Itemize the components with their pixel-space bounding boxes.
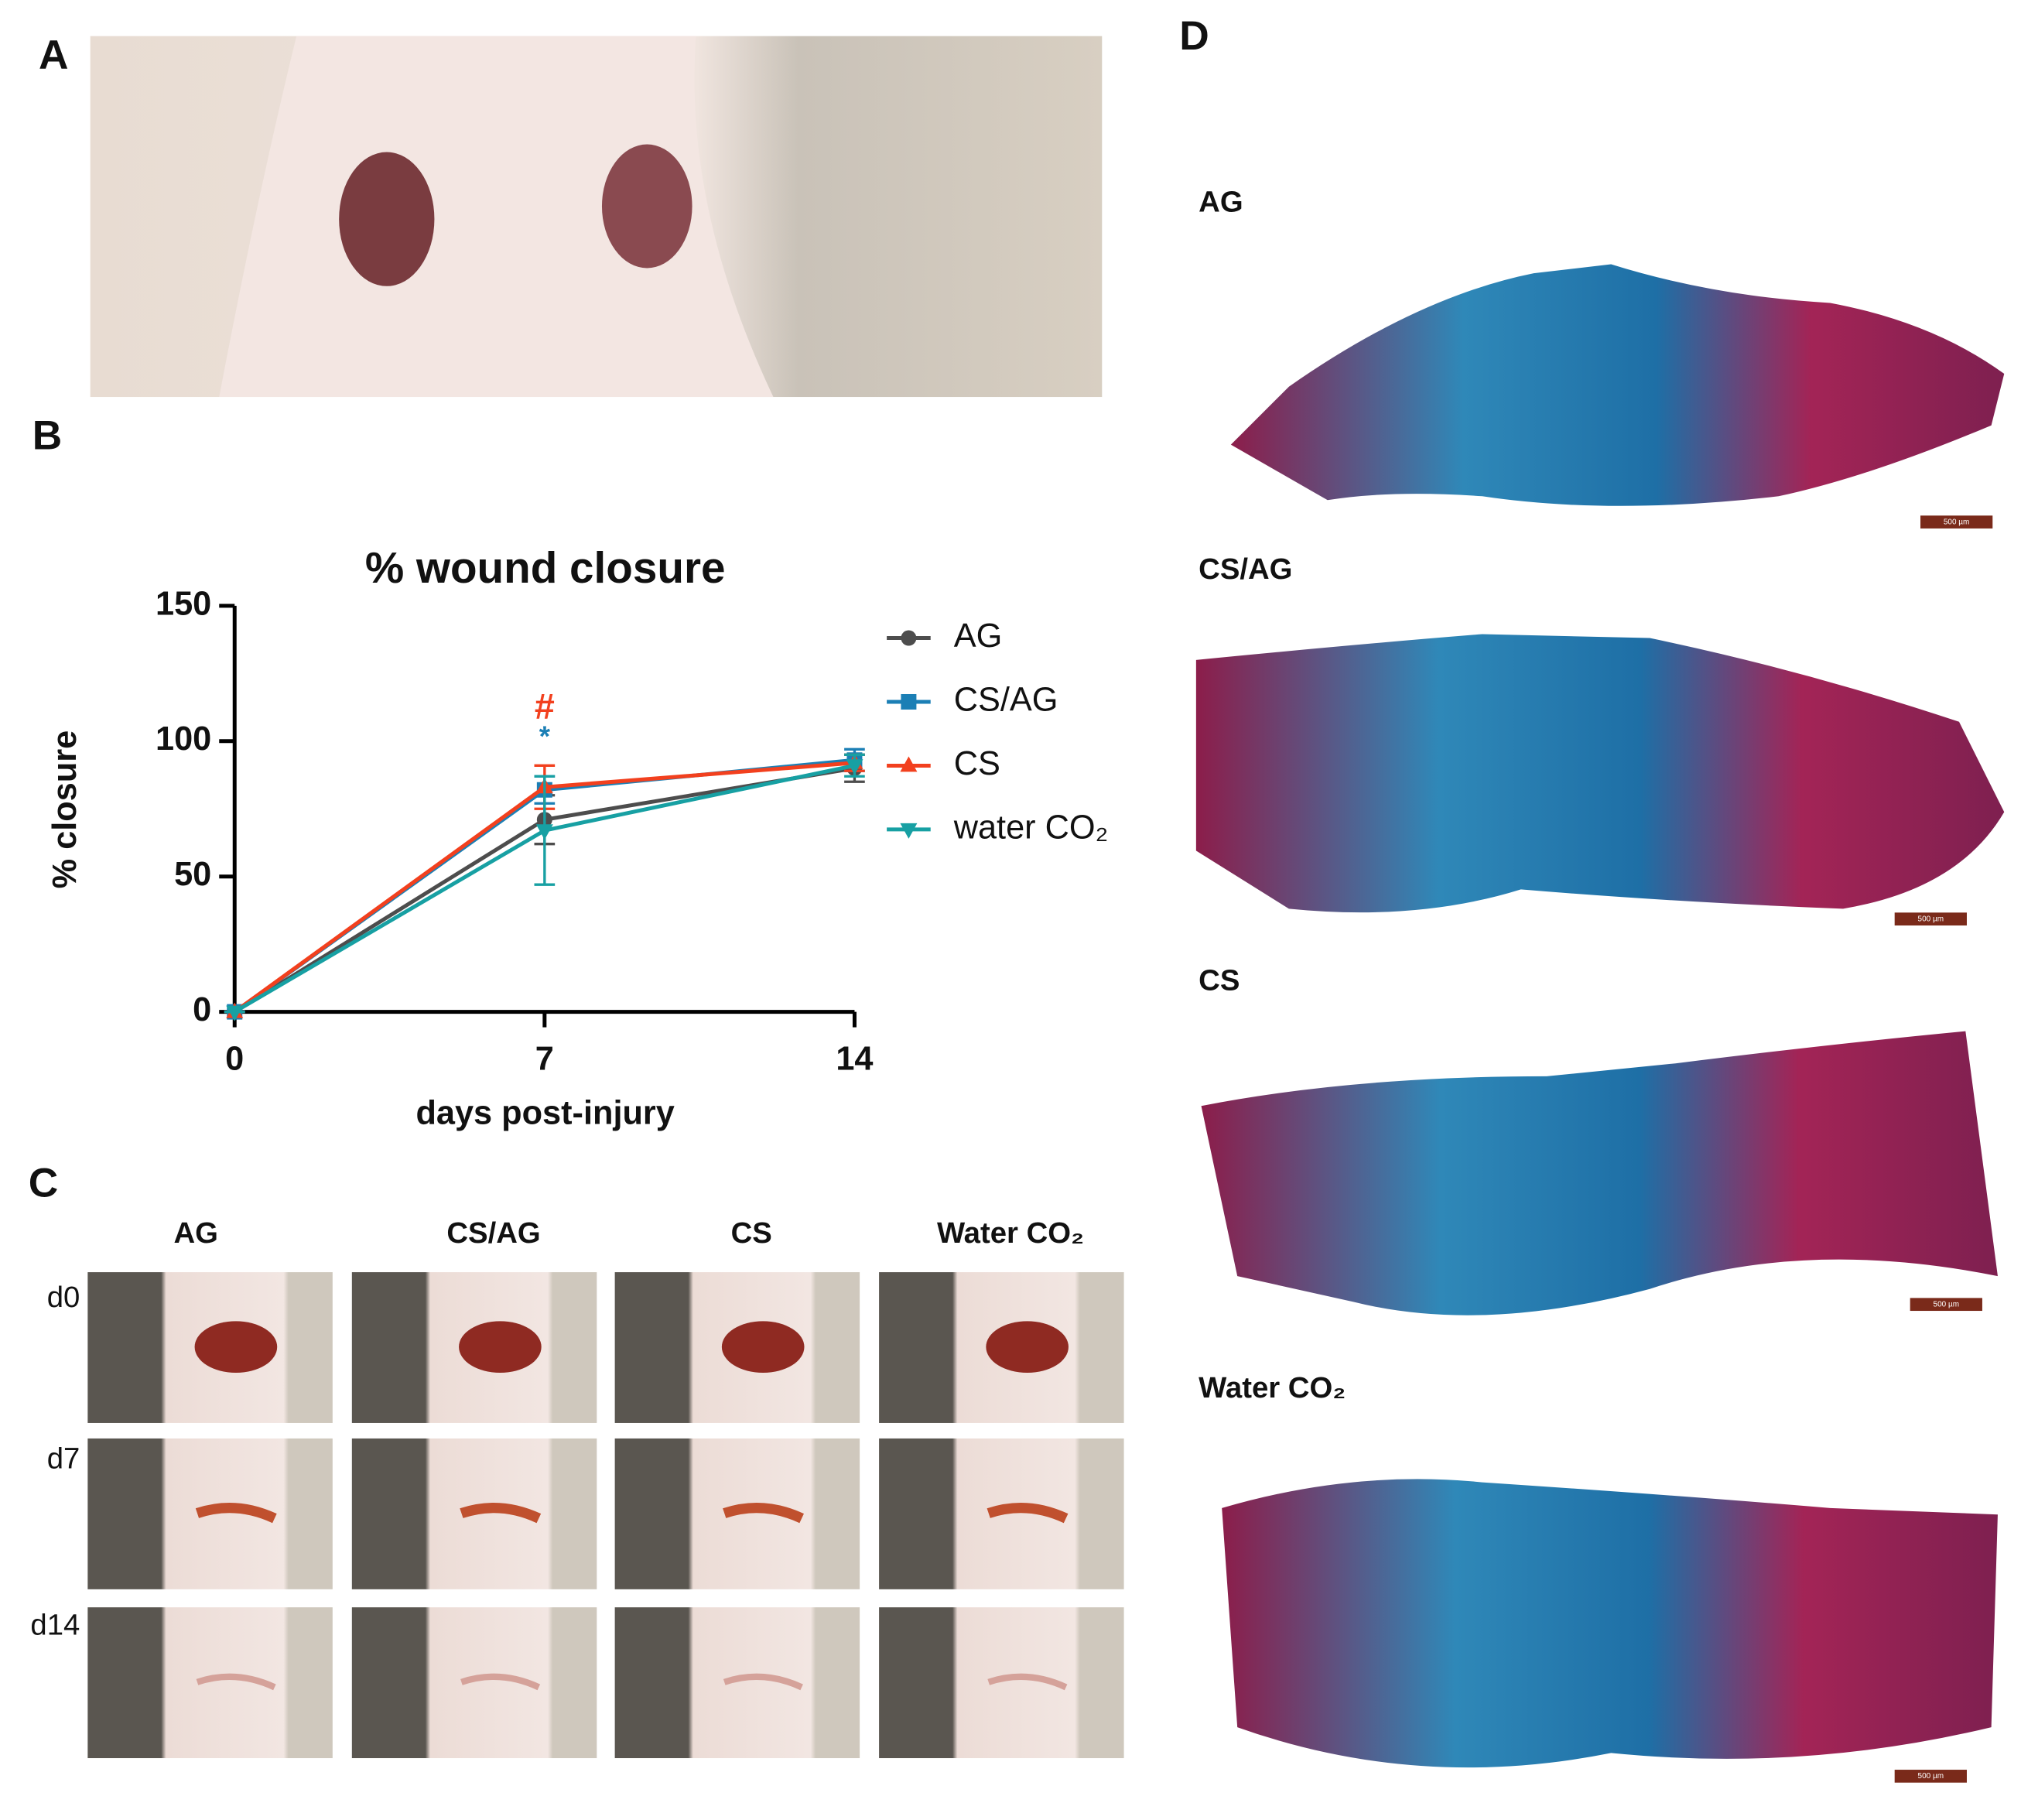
wound (459, 1321, 542, 1373)
wound (723, 1503, 804, 1524)
wound (721, 1321, 805, 1373)
y-tick-label: 100 (156, 720, 211, 758)
section-label: AG (1199, 185, 1243, 218)
legend-label: CS (954, 745, 1000, 782)
column-header: AG (174, 1216, 218, 1250)
marker (901, 630, 917, 646)
wound (723, 1673, 803, 1691)
y-axis-label: % closure (46, 730, 84, 889)
wound-photo (87, 1607, 333, 1759)
wound-photo (614, 1607, 860, 1759)
wound (194, 1321, 278, 1373)
scale-bar-label: 500 µm (1934, 1300, 1960, 1309)
legend-label: CS/AG (954, 681, 1058, 718)
marker (846, 759, 863, 775)
marker (901, 693, 917, 710)
panel-label: A (39, 32, 69, 78)
wound (986, 1321, 1069, 1373)
section-label: Water CO₂ (1199, 1371, 1346, 1404)
row-label: d0 (47, 1281, 80, 1314)
panel-label: D (1179, 13, 1209, 59)
column-header: CS/AG (446, 1216, 540, 1250)
x-tick-label: 14 (836, 1040, 873, 1077)
section-label: CS (1199, 963, 1240, 997)
chart-title: % wound closure (365, 544, 726, 593)
y-tick-label: 150 (156, 585, 211, 622)
x-tick-label: 7 (535, 1040, 554, 1077)
section-label: CS/AG (1199, 552, 1292, 586)
wound (196, 1673, 276, 1691)
wound (195, 1503, 277, 1524)
y-tick-label: 50 (174, 856, 211, 893)
annotation: # (535, 686, 555, 726)
histology (1195, 264, 2005, 1783)
column-header: CS (731, 1216, 772, 1250)
y-tick-label: 0 (193, 991, 211, 1028)
marker (535, 824, 553, 840)
x-tick-label: 0 (225, 1040, 244, 1077)
marker (900, 756, 918, 772)
column-header: Water CO₂ (937, 1216, 1084, 1250)
x-axis-label: days post-injury (415, 1094, 674, 1131)
panel-label: C (29, 1161, 58, 1206)
wound-photo (351, 1607, 597, 1759)
row-label: d7 (47, 1442, 80, 1475)
wound (460, 1673, 541, 1691)
marker (900, 823, 918, 839)
photo-a (90, 36, 1103, 398)
wound-photo (879, 1607, 1124, 1759)
annotation: * (539, 720, 551, 752)
wound (987, 1673, 1068, 1691)
wound (460, 1503, 542, 1524)
marker (226, 1005, 244, 1021)
wound (987, 1503, 1069, 1524)
scale-bar-label: 500 µm (1944, 518, 1970, 526)
row-label: d14 (30, 1608, 80, 1641)
scale-bar-label: 500 µm (1918, 915, 1944, 923)
legend-label: water CO₂ (953, 809, 1109, 846)
panel-label: B (32, 412, 63, 458)
scale-bar-label: 500 µm (1918, 1772, 1944, 1781)
legend-label: AG (954, 618, 1003, 655)
